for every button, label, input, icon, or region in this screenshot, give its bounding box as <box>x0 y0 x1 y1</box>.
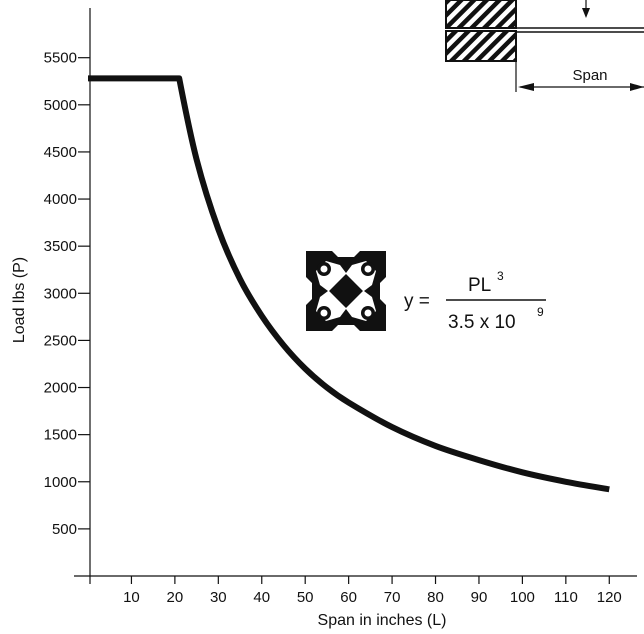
formula-denominator: 3.5 x 10 <box>448 312 516 333</box>
x-tick-label: 120 <box>597 589 622 606</box>
y-tick-label: 1000 <box>44 474 77 491</box>
profile-hole-br-inner <box>364 309 372 317</box>
x-tick-label: 10 <box>123 589 140 606</box>
y-tick-label: 4500 <box>44 144 77 161</box>
y-tick-label: 2500 <box>44 332 77 349</box>
y-tick-label: 500 <box>52 521 77 538</box>
x-ticks: 10 20 30 40 50 60 70 80 90 100 110 120 <box>89 576 622 606</box>
cantilever-diagram: Span <box>445 0 644 92</box>
span-label: Span <box>572 67 607 84</box>
profile-outer <box>306 251 386 331</box>
profile-hole-tl-inner <box>320 265 328 273</box>
x-axis-label: Span in inches (L) <box>318 612 447 629</box>
span-arrow-right <box>630 83 644 91</box>
wall-bottom-hatch <box>445 30 517 62</box>
profile-core <box>329 274 363 308</box>
x-tick-label: 110 <box>554 589 578 606</box>
deflection-formula: y = PL 3 3.5 x 10 9 <box>404 269 546 333</box>
x-tick-label: 90 <box>471 589 488 606</box>
x-tick-label: 70 <box>384 589 401 606</box>
span-arrow-left <box>518 83 534 91</box>
y-tick-label: 4000 <box>44 191 77 208</box>
x-tick-label: 80 <box>427 589 444 606</box>
x-tick-label: 30 <box>210 589 227 606</box>
y-tick-label: 5500 <box>44 50 77 67</box>
x-tick-label: 20 <box>167 589 184 606</box>
x-tick-label: 40 <box>253 589 270 606</box>
x-tick-label: 100 <box>510 589 535 606</box>
formula-denominator-exp: 9 <box>537 305 544 319</box>
formula-lhs: y = <box>404 291 430 312</box>
y-ticks: 500 1000 1500 2000 2500 3000 3500 4000 4500 5000 5… <box>44 50 90 538</box>
y-tick-label: 1500 <box>44 427 77 444</box>
formula-numerator-exp: 3 <box>497 269 504 283</box>
profile-hole-bl-inner <box>320 309 328 317</box>
load-arrow-head <box>582 8 590 18</box>
wall-top-hatch <box>445 0 517 29</box>
x-tick-label: 50 <box>297 589 314 606</box>
y-tick-label: 3500 <box>44 238 77 255</box>
x-tick-label: 60 <box>340 589 357 606</box>
y-tick-label: 3000 <box>44 285 77 302</box>
formula-numerator: PL <box>468 275 491 296</box>
y-axis-label: Load lbs (P) <box>11 257 28 343</box>
extrusion-profile-icon <box>306 251 386 331</box>
y-tick-label: 5000 <box>44 97 77 114</box>
profile-hole-tr-inner <box>364 265 372 273</box>
load-curve-line <box>88 75 610 493</box>
y-tick-label: 2000 <box>44 380 77 397</box>
